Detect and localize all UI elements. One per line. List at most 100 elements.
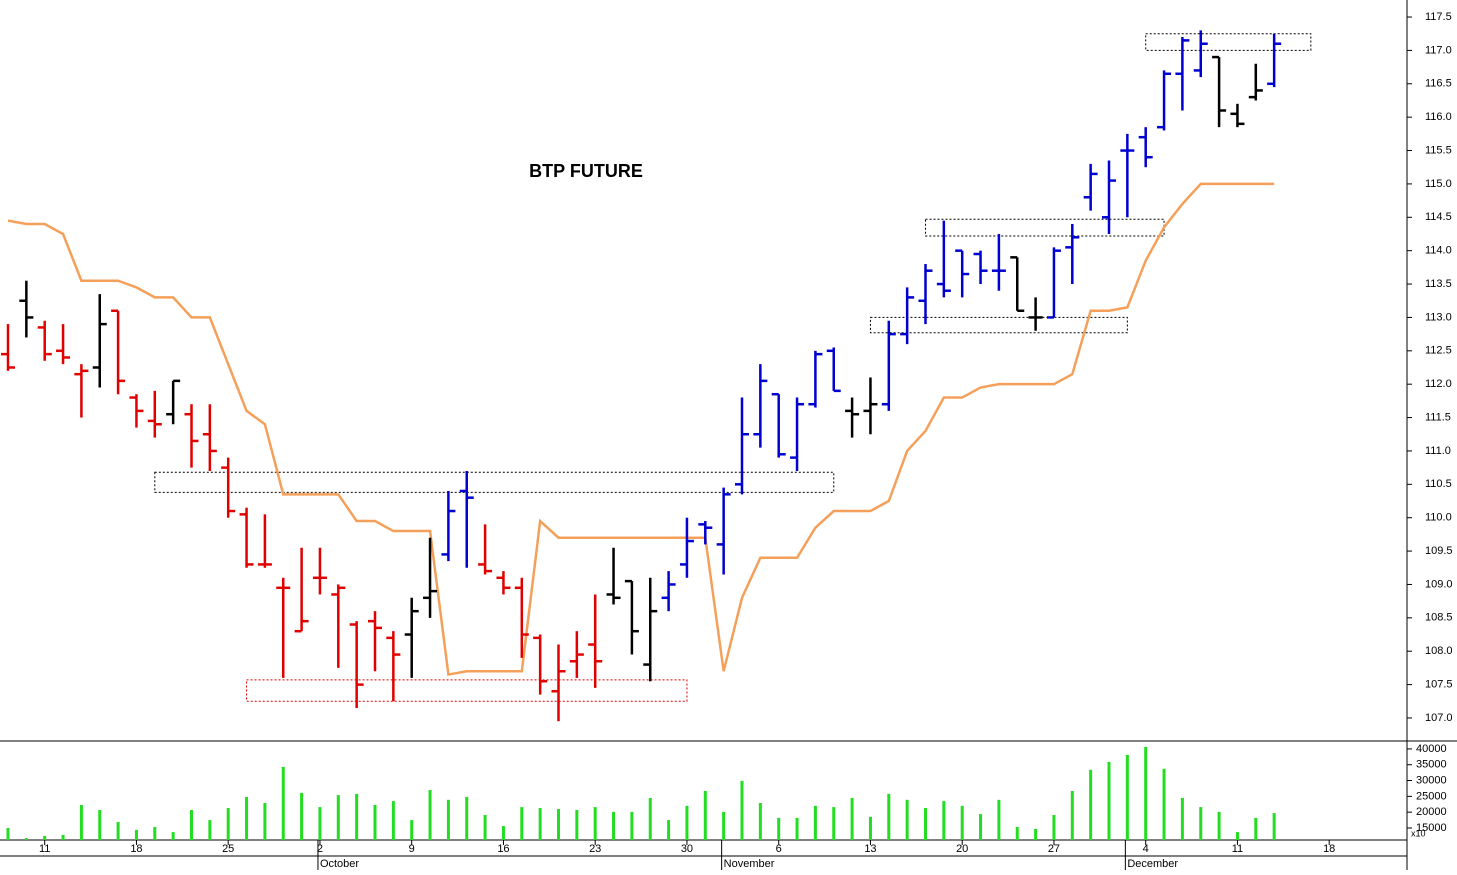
volume-bar <box>373 804 377 840</box>
volume-bar <box>245 796 249 840</box>
y-tick-label: 117.5 <box>1425 11 1452 23</box>
volume-bar <box>1254 817 1258 840</box>
y-tick-label: 108.5 <box>1425 612 1453 624</box>
volume-bar <box>557 809 560 840</box>
volume-bar <box>850 797 854 840</box>
volume-bar <box>777 817 781 840</box>
volume-bar <box>483 815 487 840</box>
volume-bar <box>703 790 707 840</box>
volume-bar <box>997 799 1001 840</box>
x-tick-label: 30 <box>681 843 693 855</box>
stop-line <box>7 182 1275 677</box>
x-tick-label: 6 <box>776 843 782 855</box>
volume-bar <box>43 835 47 840</box>
volume-bar <box>1089 769 1093 840</box>
x-tick-label: 27 <box>1048 843 1060 855</box>
month-label: November <box>724 858 775 870</box>
volume-bar <box>281 766 285 840</box>
y-tick-label: 111.5 <box>1425 411 1451 423</box>
x-tick-label: 25 <box>222 843 234 855</box>
level-zone <box>869 316 1128 334</box>
y-tick-label: 111.0 <box>1425 445 1451 457</box>
volume-bar <box>795 817 799 840</box>
volume-bar <box>318 807 322 840</box>
level-zone <box>1145 33 1312 51</box>
y-tick-label: 30000 <box>1416 774 1447 786</box>
volume-bar <box>410 820 414 840</box>
volume-bar <box>465 796 469 840</box>
y-tick-label: 110.0 <box>1425 512 1452 524</box>
chart-title: BTP FUTURE <box>529 161 643 181</box>
y-tick-label: 115.5 <box>1425 144 1452 156</box>
volume-bar <box>667 820 671 840</box>
y-tick-label: 117.0 <box>1425 44 1452 56</box>
volume-bar <box>171 832 175 840</box>
volume-bar <box>813 805 817 840</box>
volume-bar <box>924 808 927 840</box>
volume-bar <box>1180 797 1184 840</box>
volume-bar <box>905 799 909 840</box>
y-tick-label: 115.0 <box>1425 178 1452 190</box>
month-label: October <box>320 858 359 870</box>
volume-bar <box>630 811 634 840</box>
y-tick-label: 109.0 <box>1425 578 1453 590</box>
x-tick-label: 23 <box>589 843 601 855</box>
volume-bar <box>208 820 212 840</box>
volume-bar <box>446 799 450 840</box>
volume-bar <box>722 811 726 840</box>
x-tick-label: 18 <box>1323 843 1335 855</box>
y-tick-label: 20000 <box>1416 806 1447 818</box>
volume-bar <box>1272 813 1276 840</box>
volume-bar <box>61 834 65 840</box>
volume-bar <box>24 838 28 840</box>
month-label: December <box>1127 858 1178 870</box>
volume-bar <box>1034 828 1038 840</box>
y-tick-label: 25000 <box>1416 790 1447 802</box>
y-tick-label: 110.5 <box>1425 478 1452 490</box>
y-tick-label: 116.5 <box>1425 78 1452 90</box>
volume-bar <box>1162 768 1166 840</box>
y-tick-label: 112.5 <box>1425 345 1452 357</box>
volume-bar <box>740 780 744 840</box>
y-tick-label: 113.0 <box>1425 311 1452 323</box>
volume-bar <box>428 790 432 840</box>
volume-bar <box>1052 815 1056 840</box>
y-tick-label: 35000 <box>1416 759 1447 771</box>
volume-bar <box>612 811 616 840</box>
volume-bar <box>887 793 891 840</box>
volume-bar <box>648 797 652 840</box>
volume-bar <box>1015 827 1019 840</box>
volume-bar <box>575 809 579 840</box>
volume-bar <box>98 809 102 840</box>
y-tick-label: 109.5 <box>1425 545 1453 557</box>
volume-bar <box>758 802 762 840</box>
y-tick-label: 116.0 <box>1425 111 1452 123</box>
volume-multiplier: x10 <box>1411 828 1426 838</box>
volume-bar <box>391 801 395 840</box>
y-tick-label: 40000 <box>1416 743 1447 755</box>
volume-bar <box>832 807 836 840</box>
x-tick-label: 9 <box>409 843 415 855</box>
volume-bar <box>355 793 359 840</box>
x-tick-label: 18 <box>130 843 142 855</box>
y-tick-label: 107.5 <box>1425 678 1453 690</box>
volume-bar <box>6 827 10 840</box>
volume-bar <box>1235 832 1239 840</box>
volume-bar <box>593 807 597 840</box>
volume-bar <box>134 829 138 840</box>
level-zone <box>925 218 1165 237</box>
volume-bar <box>1217 811 1221 840</box>
volume-bar <box>960 805 964 840</box>
level-zone <box>154 471 835 493</box>
x-tick-label: 4 <box>1143 843 1149 855</box>
y-tick-label: 113.5 <box>1425 278 1452 290</box>
x-tick-label: 13 <box>864 843 876 855</box>
x-tick-label: 16 <box>497 843 509 855</box>
volume-bar <box>153 827 157 840</box>
y-tick-label: 107.0 <box>1425 712 1453 724</box>
x-tick-label: 11 <box>39 843 50 855</box>
y-tick-label: 15000 <box>1416 822 1447 834</box>
y-tick-label: 108.0 <box>1425 645 1453 657</box>
x-tick-label: 20 <box>956 843 968 855</box>
